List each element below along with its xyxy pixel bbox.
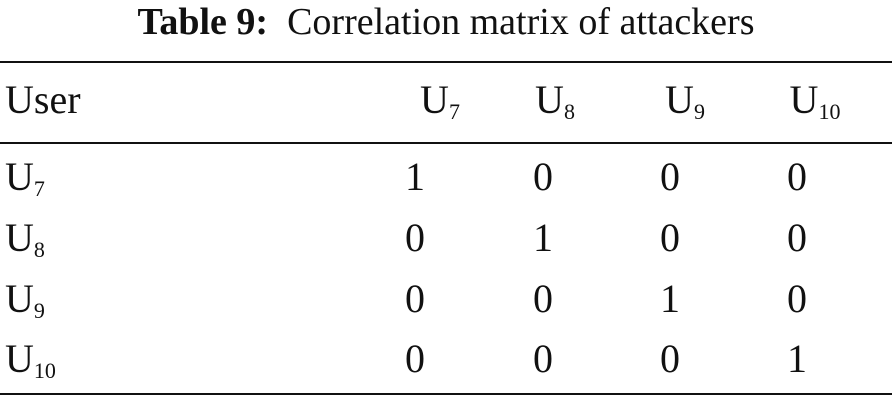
row-label: U9 (5, 276, 45, 322)
row-label: U10 (5, 336, 56, 382)
header-cell: U7 (420, 77, 460, 123)
caption-label: Table 9: (137, 1, 269, 43)
table-cell: 0 (787, 215, 807, 260)
table-cell: 0 (660, 154, 680, 199)
table-cell: 0 (405, 276, 425, 321)
table-cell: 0 (660, 215, 680, 260)
table-cell: 0 (660, 336, 680, 381)
header-cell-text: U (420, 77, 449, 122)
header-rule (0, 142, 892, 144)
header-cell: U8 (535, 77, 575, 123)
row-label: U8 (5, 215, 45, 261)
row-label: U7 (5, 154, 45, 200)
table-cell: 0 (533, 336, 553, 381)
header-cell-subscript: 7 (448, 99, 460, 124)
table-cell: 1 (660, 276, 680, 321)
row-label-text: U (5, 336, 34, 381)
header-cell-subscript: 9 (693, 99, 705, 124)
table-cell: 0 (405, 215, 425, 260)
table-cell: 1 (533, 215, 553, 260)
table-cell: 1 (405, 154, 425, 199)
header-cell-text: U (789, 77, 819, 122)
table-cell: 0 (405, 336, 425, 381)
header-cell-text: U (665, 77, 694, 122)
header-cell: U10 (789, 77, 841, 123)
table-cell: 0 (787, 276, 807, 321)
caption-text: Correlation matrix of attackers (287, 1, 755, 43)
table-cell: 1 (787, 336, 807, 381)
header-cell: U9 (665, 77, 705, 123)
header-cell-text: User (5, 77, 81, 122)
row-label-text: U (5, 215, 34, 260)
table-cell: 0 (787, 154, 807, 199)
row-label-subscript: 8 (33, 237, 45, 262)
row-label-subscript: 7 (33, 176, 45, 201)
row-label-subscript: 9 (33, 298, 45, 323)
row-label-subscript: 10 (33, 358, 56, 383)
row-label-text: U (5, 276, 34, 321)
table-cell: 0 (533, 154, 553, 199)
bottom-rule (0, 393, 892, 395)
header-cell-text: U (535, 77, 564, 122)
header-cell-subscript: 8 (563, 99, 575, 124)
row-label-text: U (5, 154, 34, 199)
table-cell: 0 (533, 276, 553, 321)
top-rule (0, 61, 892, 63)
header-cell-subscript: 10 (818, 99, 841, 124)
header-cell: User (5, 80, 81, 120)
caption: Table 9: Correlation matrix of attackers (0, 2, 892, 42)
